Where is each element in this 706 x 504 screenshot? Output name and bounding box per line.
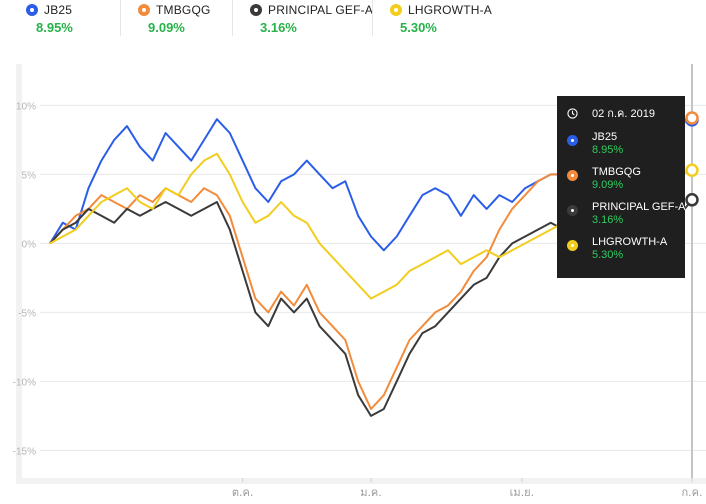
legend-value: 3.16% [260,20,297,35]
legend-divider [372,0,373,36]
y-tick-label: 0% [22,239,37,250]
series-end-marker-2 [685,193,699,207]
y-tick-label: -15% [13,446,36,457]
y-tick-label: -5% [18,308,36,319]
tooltip-item: PRINCIPAL GEF-A 3.16% [567,201,686,227]
circle-icon [567,135,578,146]
tooltip-item: LHGROWTH-A 5.30% [567,236,675,262]
tooltip-item-value: 3.16% [592,214,624,226]
circle-icon [567,240,578,251]
y-tick-label: -10% [13,377,36,388]
y-axis: 10% 5% 0% -5% -10% -15% [13,101,36,457]
circle-icon [390,4,402,16]
x-tick-label: ต.ค. [232,486,254,499]
y-tick-label: 10% [16,101,36,112]
legend-divider [120,0,121,36]
tooltip-date: 02 ก.ค. 2019 [592,108,655,120]
tooltip-item-name: TMBGQG [592,166,641,178]
legend: JB25 8.95% TMBGQG 9.09% PRINCIPAL GEF-A … [0,0,706,40]
series-end-markers [685,111,699,207]
legend-name: JB25 [44,3,73,17]
tooltip-item-name: JB25 [592,131,618,143]
x-axis: ต.ค. ม.ค. เม.ย. ก.ค. [232,478,703,499]
tooltip: 02 ก.ค. 2019 JB25 8.95% TMBGQG 9.09% PRI… [557,96,686,278]
circle-icon [26,4,38,16]
legend-item-tmbgqg[interactable]: TMBGQG 9.09% [138,3,211,35]
x-tick-label: เม.ย. [510,486,534,499]
tooltip-item-name: PRINCIPAL GEF-A [592,201,686,213]
circle-icon [138,4,150,16]
y-tick-label: 5% [22,170,37,181]
tooltip-item: TMBGQG 9.09% [567,166,675,192]
tooltip-item-name: LHGROWTH-A [592,236,668,248]
legend-item-jb25[interactable]: JB25 8.95% [26,3,73,35]
tooltip-item-value: 8.95% [592,144,624,156]
legend-name: PRINCIPAL GEF-A [268,3,374,17]
legend-item-lhgrowth-a[interactable]: LHGROWTH-A 5.30% [390,3,492,35]
legend-name: TMBGQG [156,3,211,17]
legend-item-principal-gef-a[interactable]: PRINCIPAL GEF-A 3.16% [250,3,373,35]
legend-name: LHGROWTH-A [408,3,492,17]
tooltip-item-value: 9.09% [592,179,624,191]
clock-icon [567,107,578,119]
legend-value: 8.95% [36,20,73,35]
legend-value: 5.30% [400,20,437,35]
series-end-marker-1 [685,111,699,125]
circle-icon [567,170,578,181]
legend-value: 9.09% [148,20,185,35]
legend-divider [232,0,233,36]
x-tick-label: ก.ค. [681,486,702,499]
series-end-marker-3 [685,163,699,178]
circle-icon [250,4,262,16]
tooltip-item: JB25 8.95% [567,131,675,157]
x-tick-label: ม.ค. [360,486,382,499]
circle-icon [567,205,578,216]
tooltip-item-value: 5.30% [592,249,624,261]
